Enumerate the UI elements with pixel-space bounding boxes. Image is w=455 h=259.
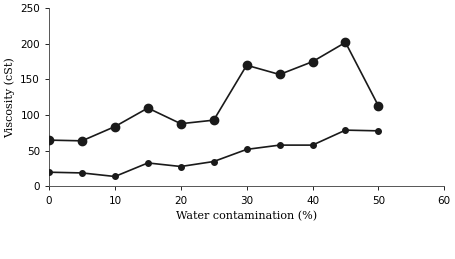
75 °C [376, 129, 381, 132]
40°C [112, 125, 118, 128]
40°C [277, 73, 283, 76]
75 °C [145, 161, 151, 164]
75 °C [211, 160, 217, 163]
75 °C [310, 143, 315, 147]
40°C [46, 139, 52, 142]
75 °C [46, 171, 52, 174]
Line: 40°C: 40°C [45, 38, 383, 145]
40°C [211, 119, 217, 122]
40°C [376, 104, 381, 107]
Line: 75 °C: 75 °C [46, 127, 381, 179]
40°C [343, 41, 348, 44]
75 °C [112, 175, 118, 178]
75 °C [343, 128, 348, 132]
75 °C [244, 148, 249, 151]
75 °C [79, 171, 85, 175]
40°C [244, 64, 249, 67]
75 °C [277, 143, 283, 147]
40°C [145, 106, 151, 110]
75 °C [178, 165, 183, 168]
40°C [310, 60, 315, 63]
40°C [79, 139, 85, 142]
X-axis label: Water contamination (%): Water contamination (%) [176, 211, 317, 221]
40°C [178, 122, 183, 125]
Y-axis label: Viscosity (cSt): Viscosity (cSt) [4, 57, 15, 138]
